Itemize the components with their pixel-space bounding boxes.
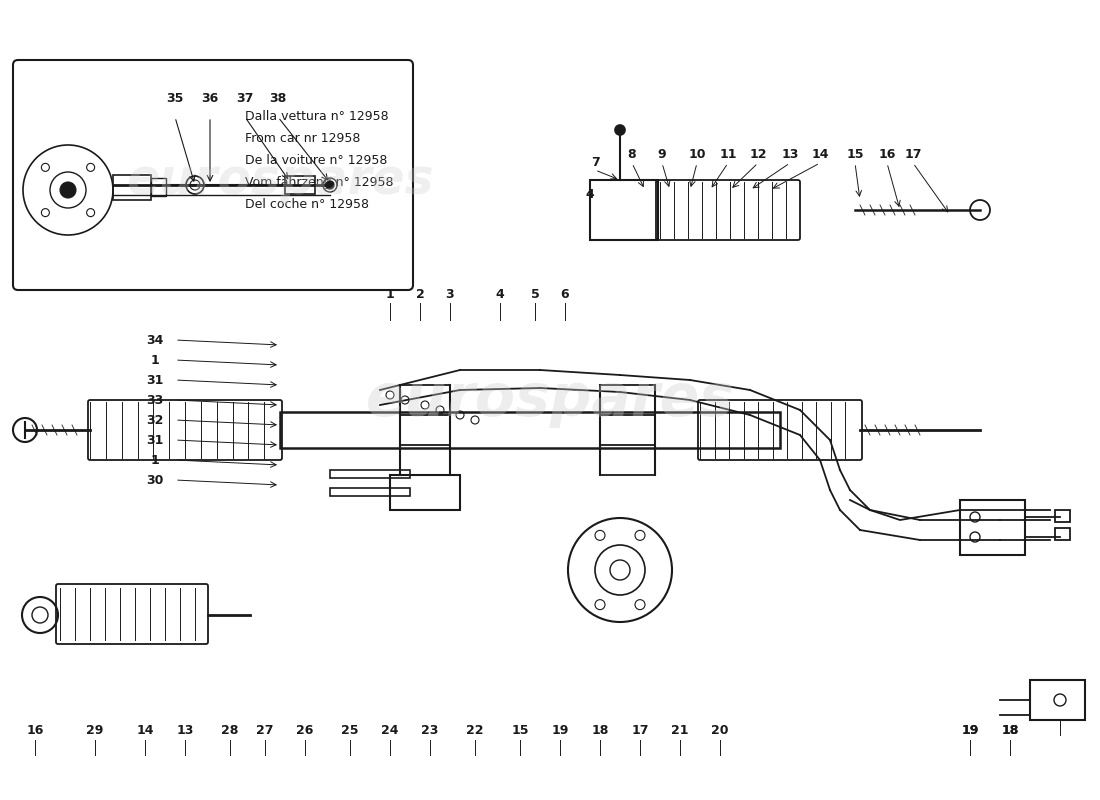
Bar [600, 385, 654, 415]
Text: 13: 13 [176, 723, 194, 737]
Text: eurospares: eurospares [365, 371, 735, 429]
Text: 32: 32 [146, 414, 164, 426]
Text: eurospares: eurospares [126, 156, 433, 204]
Text: 16: 16 [26, 723, 44, 737]
Bar [400, 445, 450, 475]
Circle shape [60, 182, 76, 198]
Text: 4: 4 [585, 189, 594, 202]
Text: 21: 21 [671, 723, 689, 737]
Text: 14: 14 [136, 723, 154, 737]
Text: 9: 9 [658, 149, 667, 162]
Bar [1030, 680, 1085, 720]
Text: 16: 16 [878, 149, 895, 162]
Text: 6: 6 [561, 289, 570, 302]
Text: 19: 19 [961, 723, 979, 737]
Text: From car nr 12958: From car nr 12958 [245, 132, 361, 145]
Text: 17: 17 [904, 149, 922, 162]
Text: 18: 18 [1001, 723, 1019, 737]
Text: 3: 3 [446, 289, 454, 302]
Text: 31: 31 [146, 434, 164, 446]
Text: 34: 34 [146, 334, 164, 346]
Text: 26: 26 [296, 723, 314, 737]
Text: 4: 4 [496, 289, 505, 302]
Bar [330, 470, 410, 478]
Circle shape [326, 181, 334, 189]
Text: 1: 1 [151, 454, 160, 466]
Text: 33: 33 [146, 394, 164, 406]
Text: 25: 25 [341, 723, 359, 737]
Text: 7: 7 [591, 155, 600, 169]
Bar [600, 445, 654, 475]
Text: Del coche n° 12958: Del coche n° 12958 [245, 198, 368, 211]
Bar [400, 385, 450, 415]
Text: De la voiture n° 12958: De la voiture n° 12958 [245, 154, 387, 167]
Text: 23: 23 [421, 723, 439, 737]
Text: 28: 28 [221, 723, 239, 737]
Circle shape [615, 125, 625, 135]
Text: 14: 14 [812, 149, 828, 162]
Bar [280, 412, 780, 448]
Text: 36: 36 [201, 91, 219, 105]
Bar [390, 475, 460, 510]
Text: 19: 19 [961, 723, 979, 737]
Text: 18: 18 [592, 723, 608, 737]
Text: 8: 8 [628, 149, 636, 162]
Text: 11: 11 [719, 149, 737, 162]
Bar [285, 176, 315, 194]
FancyBboxPatch shape [13, 60, 412, 290]
Text: 15: 15 [846, 149, 864, 162]
Text: 12: 12 [749, 149, 767, 162]
Text: 15: 15 [512, 723, 529, 737]
Bar [1055, 528, 1070, 540]
Bar [151, 178, 166, 196]
Text: 1: 1 [151, 354, 160, 366]
Bar [113, 175, 151, 200]
Text: Dalla vettura n° 12958: Dalla vettura n° 12958 [245, 110, 388, 123]
Text: 22: 22 [466, 723, 484, 737]
Text: 27: 27 [256, 723, 274, 737]
Text: 20: 20 [712, 723, 728, 737]
Text: 38: 38 [270, 91, 287, 105]
Text: 17: 17 [631, 723, 649, 737]
Text: 30: 30 [146, 474, 164, 486]
Bar [1055, 510, 1070, 522]
Text: 24: 24 [382, 723, 398, 737]
Text: 31: 31 [146, 374, 164, 386]
Text: 35: 35 [166, 91, 184, 105]
Text: 1: 1 [386, 289, 395, 302]
Text: 37: 37 [236, 91, 254, 105]
Text: 29: 29 [86, 723, 103, 737]
Bar [330, 488, 410, 496]
Text: 19: 19 [551, 723, 569, 737]
Text: 2: 2 [416, 289, 425, 302]
Bar [960, 500, 1025, 555]
Text: 10: 10 [689, 149, 706, 162]
Text: 5: 5 [530, 289, 539, 302]
Text: 13: 13 [781, 149, 799, 162]
Text: 18: 18 [1001, 723, 1019, 737]
Bar [590, 180, 658, 240]
Text: Vom fahrzeng n° 12958: Vom fahrzeng n° 12958 [245, 176, 394, 189]
